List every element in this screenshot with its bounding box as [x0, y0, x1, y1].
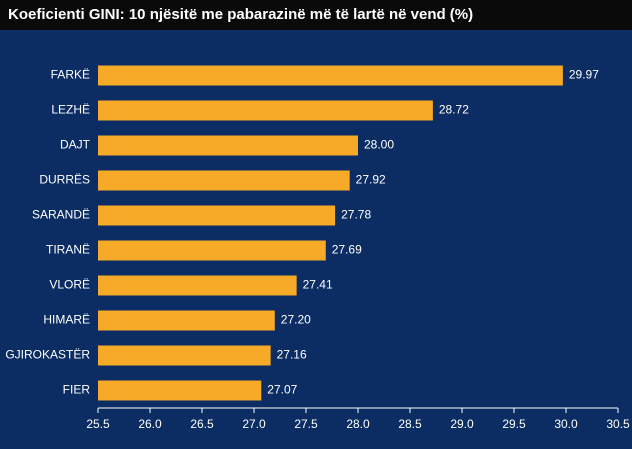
y-tick-label: DAJT: [60, 138, 91, 152]
x-tick-label: 28.5: [398, 417, 422, 431]
bar: [98, 310, 275, 331]
x-tick-label: 28.0: [346, 417, 370, 431]
value-label: 28.00: [364, 138, 394, 152]
y-tick-label: TIRANË: [46, 243, 90, 257]
y-tick-label: GJIROKASTËR: [5, 348, 90, 362]
x-tick-label: 26.0: [138, 417, 162, 431]
value-label: 27.69: [332, 243, 362, 257]
bar: [98, 100, 433, 121]
x-tick-label: 29.0: [450, 417, 474, 431]
value-label: 27.41: [303, 278, 333, 292]
y-tick-label: FIER: [63, 383, 91, 397]
x-tick-label: 27.5: [294, 417, 318, 431]
bar: [98, 135, 358, 156]
bar: [98, 380, 262, 401]
y-tick-label: SARANDË: [32, 208, 90, 222]
x-tick-label: 27.0: [242, 417, 266, 431]
x-tick-label: 25.5: [86, 417, 110, 431]
bar: [98, 170, 350, 191]
bar: [98, 275, 297, 296]
bar: [98, 65, 563, 86]
value-label: 28.72: [439, 103, 469, 117]
x-tick-label: 29.5: [502, 417, 526, 431]
y-tick-label: FARKË: [51, 68, 90, 82]
value-label: 27.78: [341, 208, 371, 222]
y-tick-label: LEZHË: [51, 103, 90, 117]
value-label: 27.92: [356, 173, 386, 187]
title-bar: [0, 0, 632, 30]
value-label: 27.20: [281, 313, 311, 327]
bar: [98, 205, 336, 226]
x-tick-label: 30.5: [606, 417, 630, 431]
y-tick-label: DURRËS: [39, 173, 90, 187]
x-tick-label: 30.0: [554, 417, 578, 431]
y-tick-label: VLORË: [49, 278, 90, 292]
y-tick-label: HIMARË: [43, 313, 90, 327]
bar: [98, 240, 326, 261]
value-label: 27.07: [267, 383, 297, 397]
value-label: 27.16: [277, 348, 307, 362]
bar: [98, 345, 271, 366]
value-label: 29.97: [569, 68, 599, 82]
x-tick-label: 26.5: [190, 417, 214, 431]
chart-title: Koeficienti GINI: 10 njësitë me pabarazi…: [8, 6, 473, 23]
